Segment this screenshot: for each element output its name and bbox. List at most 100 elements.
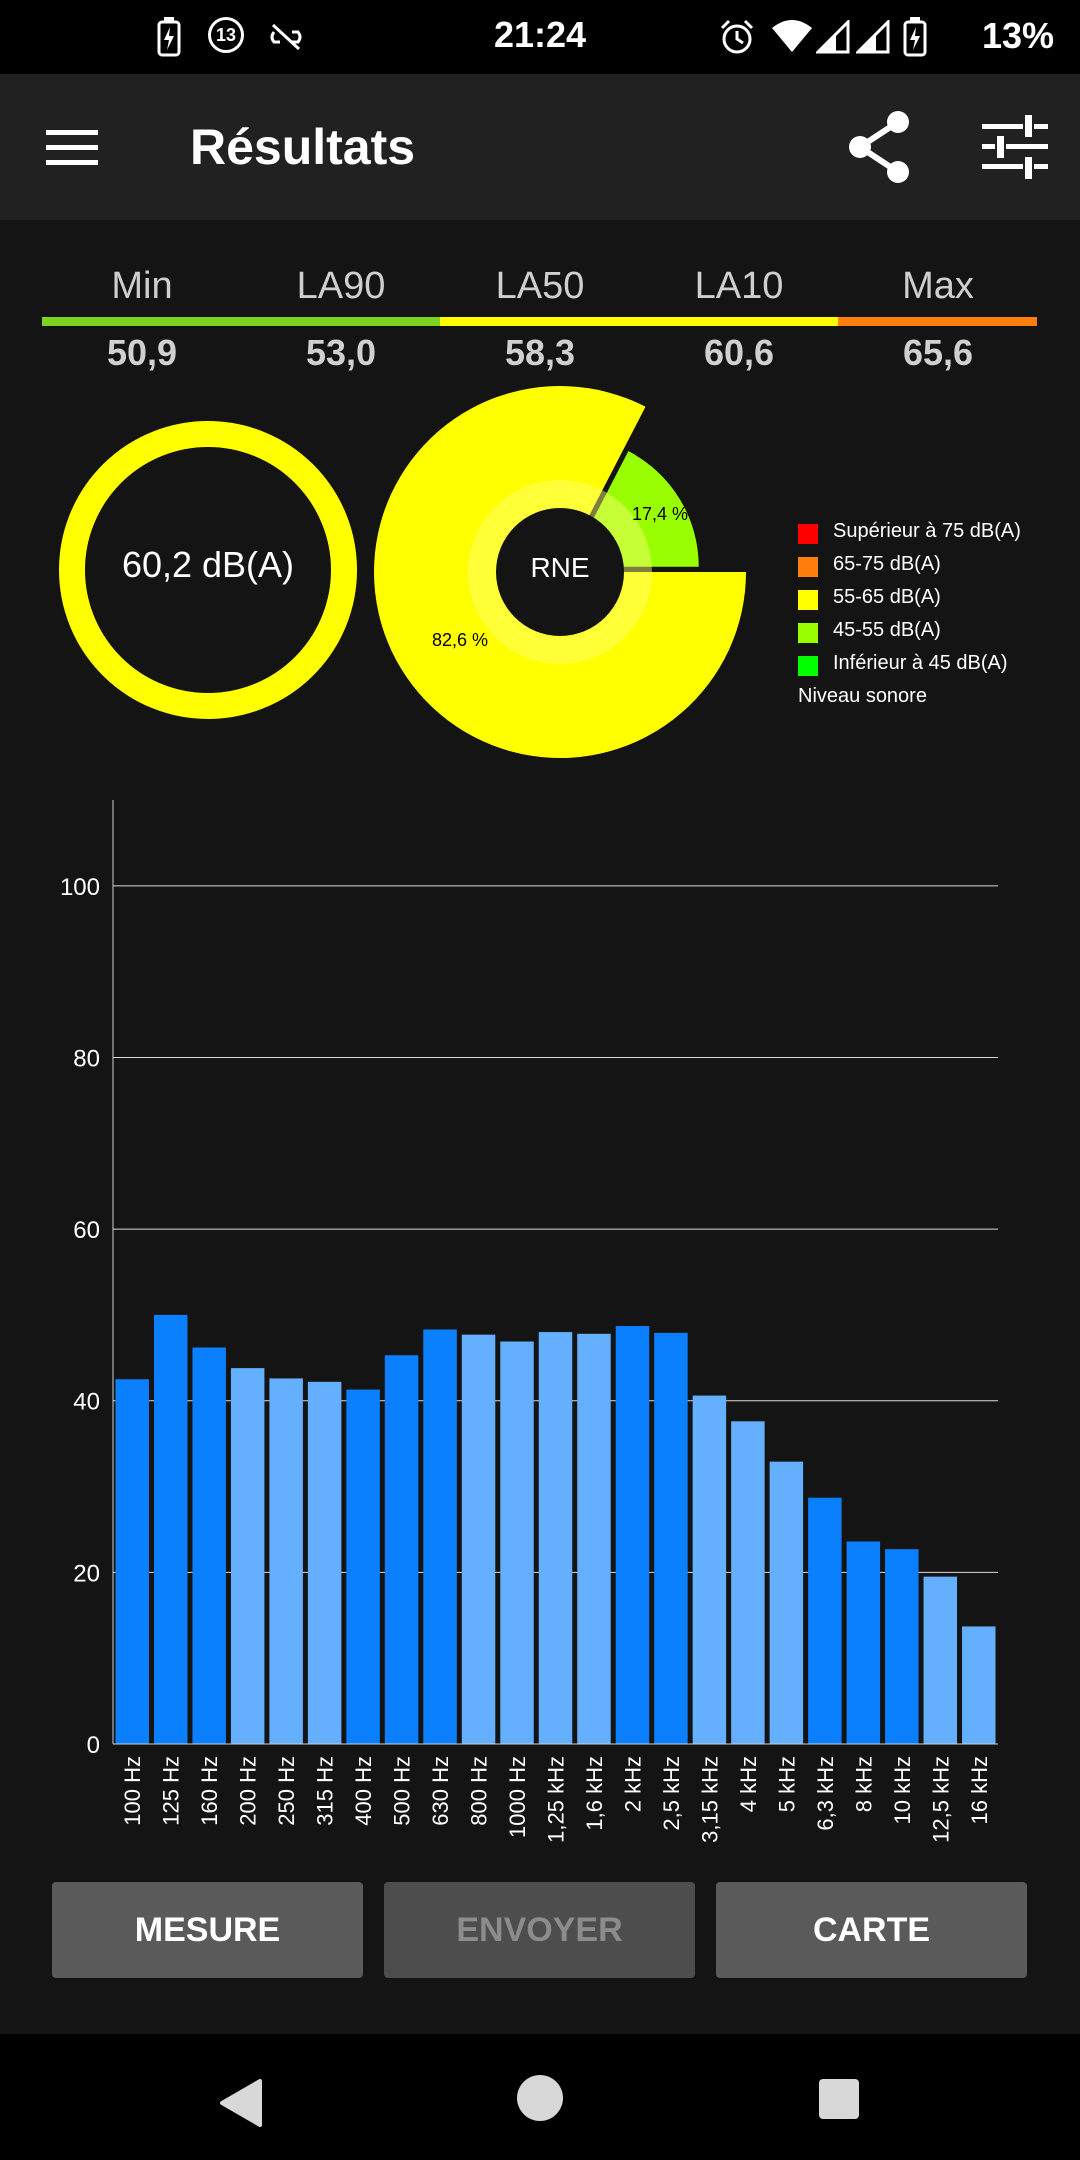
pie-slice-label-green: 17,4 % <box>631 504 689 524</box>
legend-swatch <box>798 656 818 676</box>
spectrum-bar <box>153 1314 188 1744</box>
stat-value-la90: 53,0 <box>305 332 377 373</box>
home-icon[interactable] <box>516 2074 564 2122</box>
battery-charging-icon <box>903 17 927 57</box>
legend-item: 65-75 dB(A) <box>798 553 941 586</box>
stat-value-la50: 58,3 <box>504 332 576 373</box>
level-bar-yellow <box>440 317 838 326</box>
x-tick-label: 160 Hz <box>197 1756 222 1826</box>
settings-sliders-icon[interactable] <box>982 114 1048 180</box>
stat-label-la50: LA50 <box>495 265 585 307</box>
stat-label-la90: LA90 <box>296 265 386 307</box>
x-tick-label: 4 kHz <box>736 1756 761 1812</box>
pie-legend: Supérieur à 75 dB(A) 65-75 dB(A) 55-65 d… <box>798 520 1021 718</box>
x-tick-label: 125 Hz <box>159 1756 184 1826</box>
level-bar-green <box>42 317 440 326</box>
x-tick-label: 315 Hz <box>313 1756 338 1826</box>
notification-count-icon: 13 <box>208 17 244 53</box>
legend-label: 55-65 dB(A) <box>833 586 941 608</box>
spectrum-bar <box>846 1541 881 1744</box>
spectrum-bar <box>192 1347 226 1744</box>
legend-item: 45-55 dB(A) <box>798 619 941 652</box>
legend-label: 45-55 dB(A) <box>833 619 941 641</box>
gauge-value: 60,2 dB(A) <box>121 544 295 585</box>
stat-value-max: 65,6 <box>902 332 974 373</box>
back-icon[interactable] <box>218 2078 264 2128</box>
status-time: 21:24 <box>493 14 587 55</box>
stat-value-la10: 60,6 <box>703 332 775 373</box>
pie-slice-label-yellow: 82,6 % <box>431 630 489 650</box>
x-tick-label: 6,3 kHz <box>813 1756 838 1831</box>
stat-label-max: Max <box>902 265 974 307</box>
spectrum-bar <box>923 1576 958 1744</box>
spectrum-bar <box>577 1333 611 1744</box>
wifi-icon <box>772 20 812 52</box>
legend-label: Supérieur à 75 dB(A) <box>833 520 1021 542</box>
battery-charging-icon <box>157 17 181 57</box>
action-buttons: MESURE ENVOYER CARTE <box>0 1882 1080 1978</box>
x-tick-label: 16 kHz <box>967 1756 992 1824</box>
x-tick-label: 1,6 kHz <box>582 1756 607 1831</box>
alarm-icon <box>720 19 754 54</box>
x-tick-label: 800 Hz <box>467 1756 492 1826</box>
stat-label-min: Min <box>111 265 173 307</box>
app-bar: Résultats <box>0 74 1080 220</box>
battery-percent: 13% <box>981 15 1054 56</box>
x-tick-label: 5 kHz <box>774 1756 799 1812</box>
map-button[interactable]: CARTE <box>716 1882 1027 1978</box>
x-tick-label: 2 kHz <box>620 1756 645 1812</box>
spectrum-bar <box>769 1461 804 1744</box>
y-tick-label: 100 <box>60 874 100 901</box>
status-bar: 13 21:24 13% <box>0 0 1080 74</box>
spectrum-bar <box>615 1326 650 1744</box>
y-tick-label: 80 <box>73 1045 100 1072</box>
spectrum-bar <box>384 1355 419 1744</box>
measure-button[interactable]: MESURE <box>52 1882 363 1978</box>
recents-icon[interactable] <box>818 2078 860 2120</box>
spectrum-bar <box>654 1332 688 1744</box>
legend-item: Supérieur à 75 dB(A) <box>798 520 1021 553</box>
level-gauge <box>59 421 357 719</box>
signal-icon <box>856 20 890 54</box>
noise-statistics: Min LA90 LA50 LA10 Max 50,9 53,0 58,3 60… <box>42 265 1037 382</box>
spectrum-bar <box>307 1381 342 1744</box>
spectrum-bar <box>692 1395 727 1744</box>
spectrum-bar <box>346 1389 380 1744</box>
spectrum-bar <box>808 1497 842 1744</box>
spectrum-bar <box>230 1368 265 1744</box>
pie-hole <box>496 508 624 636</box>
legend-item: 55-65 dB(A) <box>798 586 941 619</box>
x-tick-label: 500 Hz <box>390 1756 415 1826</box>
spectrum-bar <box>461 1334 496 1744</box>
spectrum-bar <box>962 1626 996 1744</box>
x-tick-label: 250 Hz <box>274 1756 299 1826</box>
gauge-ring <box>59 421 357 719</box>
send-button[interactable]: ENVOYER <box>384 1882 695 1978</box>
x-tick-label: 200 Hz <box>236 1756 261 1826</box>
spectrum-bar <box>500 1341 534 1744</box>
legend-swatch <box>798 623 818 643</box>
y-tick-label: 0 <box>87 1732 100 1759</box>
x-tick-label: 8 kHz <box>851 1756 876 1812</box>
legend-swatch <box>798 524 818 544</box>
x-tick-label: 10 kHz <box>890 1756 915 1824</box>
y-tick-label: 60 <box>73 1217 100 1244</box>
link-off-icon <box>270 23 302 51</box>
x-tick-label: 2,5 kHz <box>659 1756 684 1831</box>
spectrum-bar <box>423 1329 457 1744</box>
notification-count: 13 <box>215 25 237 45</box>
share-icon[interactable] <box>846 110 914 184</box>
spectrum-bar <box>269 1378 303 1744</box>
spectrum-bar <box>885 1549 919 1744</box>
legend-label: 65-75 dB(A) <box>833 553 941 575</box>
menu-icon[interactable] <box>46 128 98 166</box>
page-title: Résultats <box>190 119 416 175</box>
signal-icon <box>816 20 850 54</box>
legend-item: Inférieur à 45 dB(A) <box>798 652 1008 685</box>
x-tick-label: 1000 Hz <box>505 1756 530 1838</box>
x-tick-label: 3,15 kHz <box>697 1756 722 1843</box>
x-tick-label: 100 Hz <box>120 1756 145 1826</box>
stat-label-la10: LA10 <box>694 265 784 307</box>
pie-center-label: RNE <box>530 552 590 583</box>
y-tick-label: 20 <box>73 1560 100 1587</box>
